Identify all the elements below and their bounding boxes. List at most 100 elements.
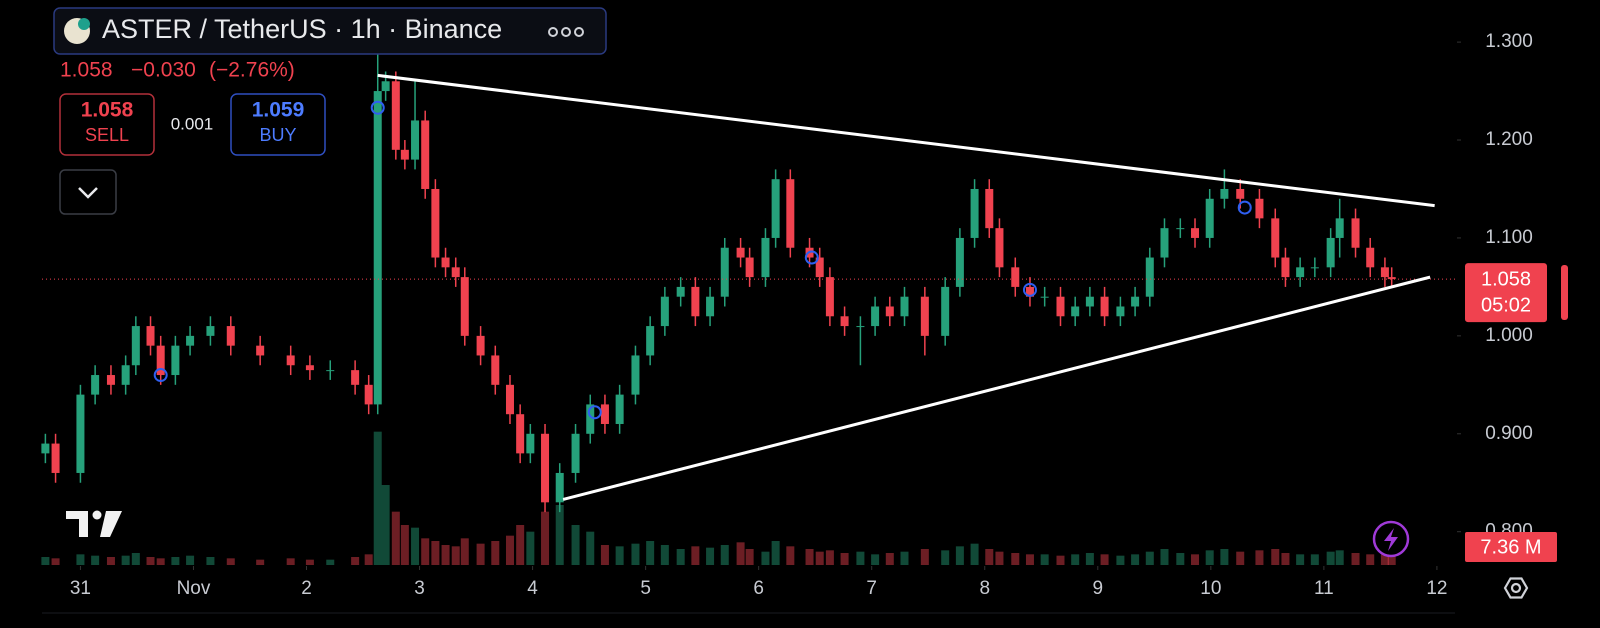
x-tick-label: 2 <box>301 578 312 599</box>
volume-bar <box>476 543 485 565</box>
volume-bar <box>1071 554 1080 565</box>
volume-bar <box>421 538 430 565</box>
volume-bar <box>900 551 909 565</box>
candle-body <box>825 277 834 317</box>
scroll-indicator <box>1561 265 1568 320</box>
volume-bar <box>815 551 824 565</box>
spread: 0.001 <box>171 114 214 133</box>
candle-body <box>920 296 929 336</box>
volume-bar <box>326 559 335 565</box>
y-tick-label: 0.900 <box>1485 423 1533 444</box>
volume-bar <box>970 543 979 565</box>
volume-bar <box>131 553 140 565</box>
volume-bar <box>1255 550 1264 565</box>
plot-area <box>41 51 1455 565</box>
candle-body <box>555 472 564 503</box>
volume-bar <box>146 557 155 565</box>
trendline <box>562 275 1431 501</box>
price-tag <box>1465 263 1547 323</box>
symbol-header[interactable] <box>53 7 607 55</box>
tv-logo <box>66 510 122 537</box>
candle-body <box>1056 296 1065 317</box>
volume-bar <box>840 553 849 565</box>
volume-bar <box>391 511 400 565</box>
volume-bar <box>871 554 880 565</box>
volume-bar <box>441 545 450 565</box>
event-marker <box>1022 282 1037 297</box>
volume-bar <box>1236 551 1245 565</box>
buy-button[interactable] <box>230 93 326 156</box>
candle-body <box>631 355 640 395</box>
volume-bar <box>286 558 295 565</box>
volume-bar <box>660 545 669 565</box>
event-marker <box>370 100 385 115</box>
candle-body <box>1011 267 1020 287</box>
candle-body <box>441 257 450 268</box>
candle-body <box>1220 188 1229 199</box>
volume-bar <box>1366 554 1375 565</box>
candle-body <box>761 237 770 278</box>
volume-bar <box>351 557 360 565</box>
candle-body <box>1205 198 1214 238</box>
candle-body <box>1100 296 1109 317</box>
candle-body <box>955 237 964 287</box>
symbol-title: ASTER / TetherUS · 1h · Binance <box>102 14 502 44</box>
candle-body <box>364 384 373 405</box>
volume-bar <box>600 545 609 565</box>
more-button[interactable] <box>548 27 584 37</box>
candle-body <box>1380 267 1389 278</box>
candle-body <box>1271 218 1280 258</box>
candle-body <box>1025 286 1034 297</box>
volume-bar <box>305 559 314 565</box>
candle-body <box>391 81 400 150</box>
candle-body <box>421 120 430 189</box>
volume-tag <box>1465 532 1557 562</box>
y-tick-label: 1.300 <box>1485 31 1533 52</box>
volume-bar <box>106 557 115 565</box>
candle-body <box>286 355 295 366</box>
candle-body <box>1236 188 1245 199</box>
candle-body <box>970 188 979 238</box>
volume-bar <box>51 558 60 565</box>
candle-body <box>381 81 390 92</box>
sell-button[interactable] <box>59 93 155 156</box>
settings-button[interactable] <box>1503 577 1529 599</box>
volume-bar <box>91 555 100 565</box>
candle-body <box>720 247 729 297</box>
volume-bar <box>1387 555 1396 565</box>
x-tick-label: 12 <box>1426 578 1447 599</box>
volume-bar <box>491 541 500 565</box>
candle-body <box>91 375 100 395</box>
lightning-button[interactable] <box>1372 520 1410 558</box>
candle-body <box>1085 296 1094 307</box>
candle-body <box>615 394 624 424</box>
event-marker <box>804 250 819 265</box>
volume-bar <box>955 546 964 565</box>
volume-bar <box>1040 554 1049 565</box>
candle-body <box>871 306 880 327</box>
volume-bar <box>156 558 165 565</box>
candle-body <box>400 149 409 160</box>
collapse-button[interactable] <box>59 169 117 215</box>
candle-body <box>600 404 609 424</box>
candle-body <box>571 433 580 473</box>
volume-bar <box>571 525 580 565</box>
volume-bar <box>541 511 550 565</box>
candle-body <box>491 355 500 385</box>
candle-body <box>1281 257 1290 278</box>
volume-bar <box>364 554 373 565</box>
candle-body <box>840 316 849 327</box>
volume-bar <box>745 549 754 565</box>
volume-bar <box>1160 549 1169 565</box>
volume-bar <box>786 546 795 565</box>
volume-bar <box>920 549 929 565</box>
volume-bar <box>226 558 235 565</box>
volume-bar <box>171 557 180 565</box>
volume-bar <box>451 546 460 565</box>
candle-body <box>771 179 780 238</box>
candle-body <box>351 370 360 385</box>
candle-body <box>815 257 824 278</box>
x-tick-label: 4 <box>527 578 538 599</box>
